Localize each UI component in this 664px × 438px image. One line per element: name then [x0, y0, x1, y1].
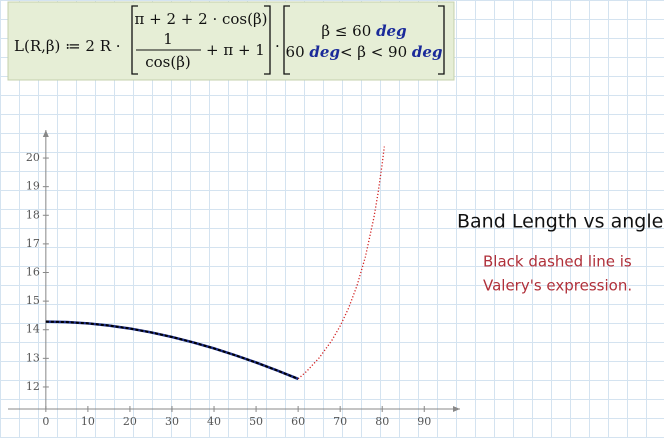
formula-cond2: 60 deg< β < 90 deg — [286, 43, 443, 61]
axis-arrow — [42, 130, 49, 137]
series-line — [45, 320, 299, 380]
cond-expr: β ≤ 60 — [321, 22, 371, 40]
formula-box — [7, 1, 455, 81]
y-tick-label: 15 — [26, 294, 40, 307]
bracket — [283, 5, 445, 75]
formula-numerator: 1 — [163, 30, 173, 48]
x-tick-label: 30 — [165, 415, 179, 428]
axis-arrow — [453, 406, 460, 412]
chart-title: Band Length vs angle — [457, 211, 663, 233]
unit: deg — [376, 22, 407, 40]
y-tick-label: 20 — [26, 151, 40, 164]
formula-times: · — [275, 37, 280, 55]
y-tick-label: 14 — [26, 323, 40, 336]
x-tick-label: 80 — [375, 415, 389, 428]
cond-expr: 60 — [286, 43, 305, 61]
formula-piece1: π + 2 + 2 · cos(β) — [135, 10, 268, 28]
x-tick-label: 10 — [81, 415, 95, 428]
y-tick-label: 13 — [26, 351, 40, 364]
x-tick-label: 20 — [123, 415, 137, 428]
y-tick-label: 17 — [26, 237, 40, 250]
formula-lhs: L(R,β) ≔ 2 R · — [14, 37, 121, 55]
y-tick-label: 16 — [26, 266, 40, 279]
x-tick-label: 40 — [207, 415, 221, 428]
x-tick-label: 90 — [417, 415, 431, 428]
formula-denominator: cos(β) — [145, 53, 191, 71]
formula-cond1: β ≤ 60 deg — [321, 22, 406, 40]
cond-expr: < β < 90 — [340, 43, 407, 61]
series-line — [45, 320, 299, 381]
y-tick-label: 18 — [26, 208, 40, 221]
x-tick-label: 0 — [42, 415, 49, 428]
annotation: Black dashed line is — [483, 253, 632, 271]
y-tick-label: 19 — [26, 180, 40, 193]
x-tick-label: 50 — [249, 415, 263, 428]
y-tick-label: 12 — [26, 380, 40, 393]
unit: deg — [412, 43, 443, 61]
x-tick-label: 70 — [333, 415, 347, 428]
annotation: Valery's expression. — [483, 277, 632, 295]
bracket — [131, 5, 271, 75]
series-line — [297, 146, 385, 380]
unit: deg — [309, 43, 340, 61]
x-tick-label: 60 — [291, 415, 305, 428]
formula-piece2: + π + 1 — [206, 41, 265, 59]
